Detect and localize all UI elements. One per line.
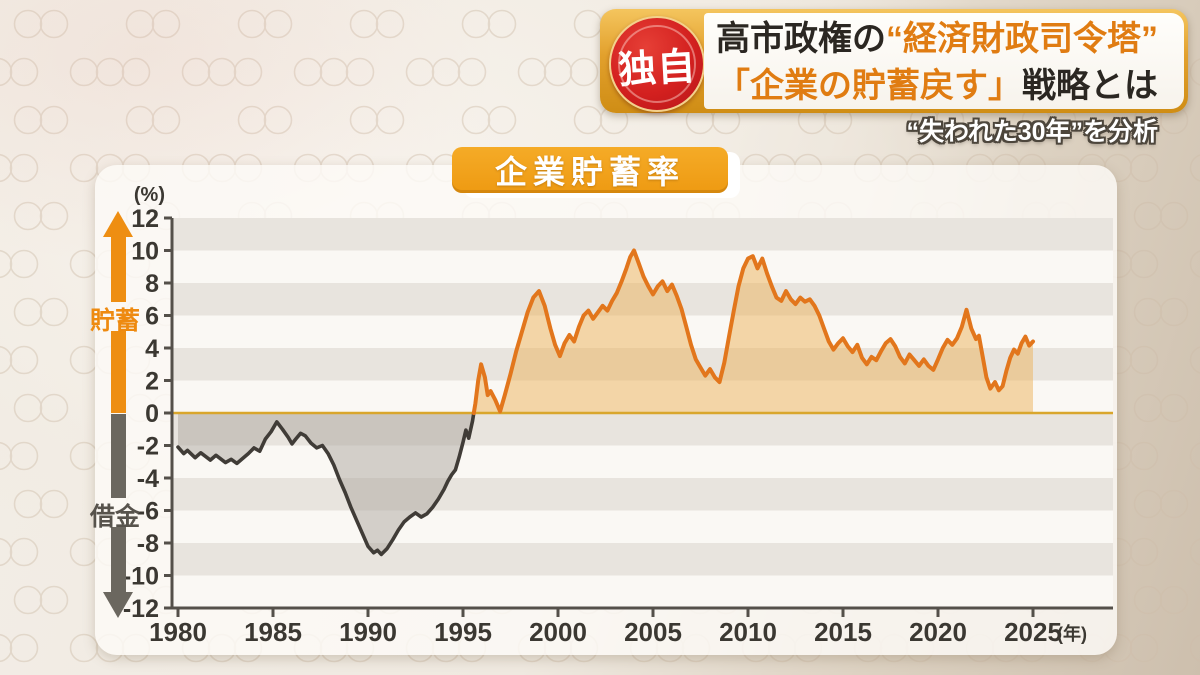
exclusive-badge: 独自 [609, 16, 705, 112]
headline-line2-orange: 「企業の貯蓄戻す」 [716, 67, 1022, 105]
svg-text:2015: 2015 [814, 617, 872, 647]
headline-text-area: 高市政権の“経済財政司令塔” 「企業の貯蓄戻す」戦略とは [704, 13, 1184, 109]
svg-text:12: 12 [131, 205, 159, 233]
svg-text:1980: 1980 [149, 617, 207, 647]
svg-text:-10: -10 [123, 563, 159, 591]
chart-title-badge: 企業貯蓄率 [452, 147, 728, 193]
savings-axis-label: 貯蓄 [90, 307, 141, 335]
headline-line1: 高市政権の“経済財政司令塔” [716, 16, 1184, 63]
savings-arrow-bar [111, 331, 126, 413]
svg-text:2010: 2010 [719, 617, 777, 647]
svg-text:(%): (%) [134, 184, 165, 206]
svg-text:0: 0 [145, 400, 159, 428]
sub-headline: “失われた30年”を分析 [906, 118, 1158, 146]
svg-text:-6: -6 [137, 498, 159, 526]
svg-text:2020: 2020 [909, 617, 967, 647]
svg-text:2000: 2000 [529, 617, 587, 647]
svg-text:2025: 2025 [1004, 617, 1062, 647]
savings-arrow-bar [111, 237, 126, 302]
headline-line1-black: 高市政権の [716, 20, 886, 58]
savings-arrow-up-icon [103, 211, 133, 237]
debt-arrow-down-icon [103, 592, 133, 618]
svg-text:-8: -8 [137, 530, 159, 558]
svg-text:-4: -4 [137, 465, 159, 493]
svg-text:8: 8 [145, 270, 159, 298]
chart-title: 企業貯蓄率 [494, 154, 685, 190]
exclusive-badge-label: 独自 [617, 45, 698, 92]
svg-text:1995: 1995 [434, 617, 492, 647]
headline-line2-black: 戦略とは [1022, 67, 1158, 105]
headline-line1-orange: “経済財政司令塔” [886, 20, 1158, 58]
svg-text:6: 6 [145, 303, 159, 331]
chart-panel: 12 10 8 6 4 2 0 -2 -4 -6 -8 -10 -12 (%) 1980 1985 1990 19… [95, 165, 1117, 655]
svg-text:(年): (年) [1057, 623, 1087, 644]
debt-arrow-bar [111, 527, 126, 592]
svg-text:-2: -2 [137, 433, 159, 461]
debt-axis-label: 借金 [90, 503, 141, 531]
svg-text:4: 4 [145, 335, 159, 363]
headline-line2: 「企業の貯蓄戻す」戦略とは [716, 63, 1184, 109]
svg-text:2: 2 [145, 368, 159, 396]
svg-text:2005: 2005 [624, 617, 682, 647]
svg-text:1990: 1990 [339, 617, 397, 647]
svg-text:10: 10 [131, 238, 159, 266]
svg-text:1985: 1985 [244, 617, 302, 647]
headline-box: 独自 高市政権の“経済財政司令塔” 「企業の貯蓄戻す」戦略とは [600, 9, 1188, 113]
debt-arrow-bar [111, 414, 126, 498]
